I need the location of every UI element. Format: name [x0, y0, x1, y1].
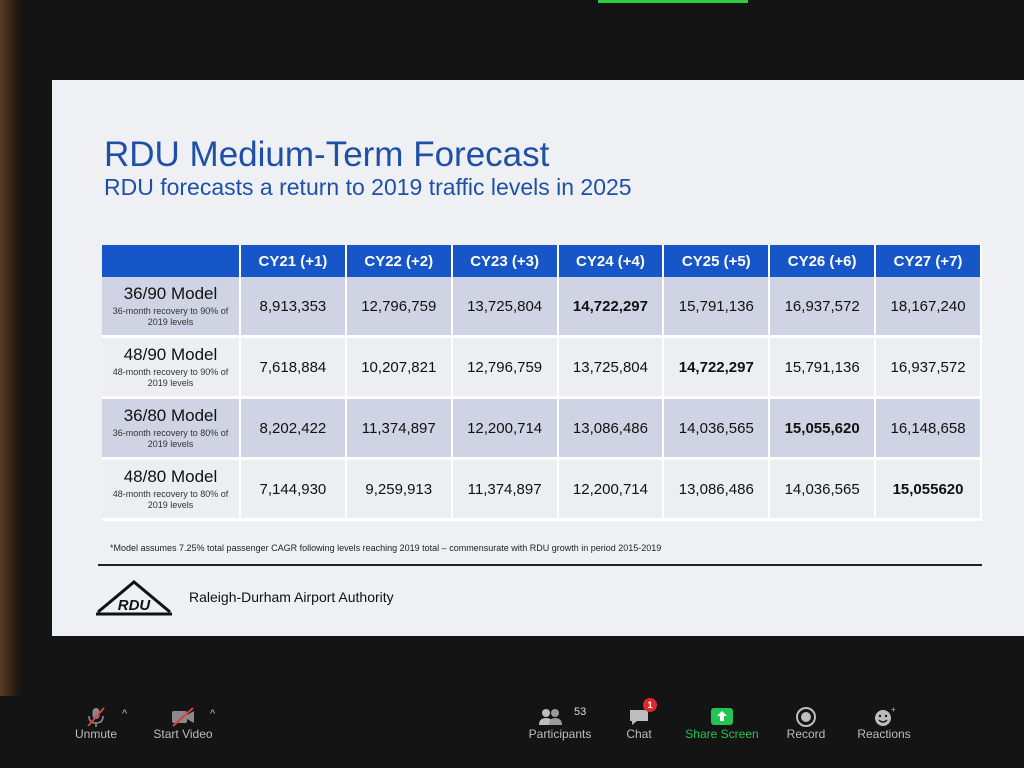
forecast-value-cell: 12,796,759 — [345, 277, 453, 338]
forecast-value-cell: 13,086,486 — [557, 397, 665, 460]
forecast-value-cell: 15,791,136 — [769, 336, 877, 399]
table-row: 48/80 Model 48-month recovery to 80% of 2… — [102, 458, 982, 521]
forecast-value-cell: 13,086,486 — [663, 458, 771, 521]
muted-microphone-icon — [87, 707, 105, 727]
forecast-value-cell: 7,618,884 — [240, 336, 347, 399]
chat-label: Chat — [626, 727, 652, 741]
footnote: *Model assumes 7.25% total passenger CAG… — [110, 543, 662, 553]
reactions-icon: + — [875, 706, 896, 726]
column-header: CY24 (+4) — [557, 245, 665, 277]
forecast-value-cell: 14,722,297 — [557, 277, 665, 338]
share-screen-button[interactable]: Share Screen — [682, 696, 762, 756]
column-header: CY21 (+1) — [240, 245, 347, 277]
column-header: CY26 (+6) — [769, 245, 877, 277]
start-video-button[interactable]: Start Video — [148, 696, 218, 756]
forecast-value-cell: 14,036,565 — [769, 458, 877, 521]
rdu-logo: RDU — [96, 580, 172, 616]
audio-options-caret[interactable]: ^ — [122, 708, 128, 720]
meeting-toolbar: Unmute ^ Start Video ^ 53 Participants 1… — [0, 696, 1024, 768]
reactions-button[interactable]: + Reactions — [852, 696, 916, 756]
column-header: CY25 (+5) — [663, 245, 771, 277]
table-header-row: CY21 (+1) CY22 (+2) CY23 (+3) CY24 (+4) … — [102, 245, 982, 277]
svg-text:+: + — [891, 706, 896, 714]
forecast-value-cell: 14,722,297 — [663, 336, 771, 399]
share-screen-icon — [711, 708, 733, 725]
forecast-value-cell: 16,148,658 — [875, 397, 982, 460]
forecast-value-cell: 10,207,821 — [345, 336, 453, 399]
forecast-value-cell: 12,200,714 — [557, 458, 665, 521]
start-video-label: Start Video — [153, 727, 213, 741]
chat-button[interactable]: 1 Chat — [615, 696, 663, 756]
participants-icon — [539, 709, 563, 725]
forecast-value-cell: 13,725,804 — [557, 336, 665, 399]
model-name: 36/90 Model — [123, 284, 218, 303]
model-cell: 48/90 Model 48-month recovery to 90% of 2… — [102, 336, 241, 399]
forecast-value-cell: 16,937,572 — [769, 277, 877, 338]
video-options-caret[interactable]: ^ — [210, 708, 216, 720]
participants-label: Participants — [528, 727, 592, 741]
forecast-value-cell: 8,202,422 — [240, 397, 347, 460]
presentation-slide: RDU Medium-Term Forecast RDU forecasts a… — [52, 80, 1024, 636]
forecast-table: CY21 (+1) CY22 (+2) CY23 (+3) CY24 (+4) … — [102, 245, 982, 521]
forecast-value-cell: 11,374,897 — [345, 397, 453, 460]
slide-title: RDU Medium-Term Forecast — [104, 135, 550, 174]
forecast-value-cell: 12,200,714 — [451, 397, 559, 460]
forecast-value-cell: 18,167,240 — [875, 277, 982, 338]
model-name: 48/90 Model — [123, 345, 218, 364]
record-icon — [796, 707, 816, 727]
table-row: 48/90 Model 48-month recovery to 90% of 2… — [102, 336, 982, 399]
forecast-value-cell: 8,913,353 — [240, 277, 347, 338]
forecast-value-cell: 11,374,897 — [451, 458, 559, 521]
footer-divider — [98, 564, 982, 566]
record-button[interactable]: Record — [780, 696, 832, 756]
unmute-button[interactable]: Unmute — [66, 696, 126, 756]
model-cell: 36/90 Model 36-month recovery to 90% of 2… — [102, 277, 241, 338]
model-description: 36-month recovery to 90% of 2019 levels — [112, 306, 229, 327]
forecast-value-cell: 15,791,136 — [663, 277, 771, 338]
forecast-value-cell: 16,937,572 — [875, 336, 982, 399]
forecast-value-cell: 15,055620 — [875, 458, 982, 521]
table-row: 36/80 Model 36-month recovery to 80% of 2… — [102, 397, 982, 460]
forecast-value-cell: 13,725,804 — [451, 277, 559, 338]
model-name: 36/80 Model — [123, 406, 218, 425]
slide-subtitle: RDU forecasts a return to 2019 traffic l… — [104, 174, 632, 200]
logo-text: RDU — [118, 597, 152, 614]
model-cell: 36/80 Model 36-month recovery to 80% of 2… — [102, 397, 241, 460]
model-cell: 48/80 Model 48-month recovery to 80% of 2… — [102, 458, 241, 521]
model-description: 48-month recovery to 90% of 2019 levels — [112, 367, 229, 388]
share-screen-label: Share Screen — [685, 727, 759, 741]
forecast-value-cell: 9,259,913 — [345, 458, 453, 521]
forecast-value-cell: 12,796,759 — [451, 336, 559, 399]
organization-name: Raleigh-Durham Airport Authority — [189, 589, 394, 605]
forecast-value-cell: 15,055,620 — [769, 397, 877, 460]
table-row: 36/90 Model 36-month recovery to 90% of 2… — [102, 277, 982, 338]
header-corner-cell — [102, 245, 241, 277]
forecast-value-cell: 7,144,930 — [240, 458, 347, 521]
video-off-icon — [172, 707, 194, 727]
column-header: CY22 (+2) — [345, 245, 453, 277]
forecast-value-cell: 14,036,565 — [663, 397, 771, 460]
unmute-label: Unmute — [74, 727, 118, 741]
column-header: CY27 (+7) — [875, 245, 982, 277]
chat-icon — [630, 710, 648, 725]
participants-count: 53 — [574, 706, 587, 718]
camera-indicator-strip — [598, 0, 748, 3]
reactions-label: Reactions — [857, 727, 911, 741]
model-description: 36-month recovery to 80% of 2019 levels — [112, 428, 229, 449]
model-description: 48-month recovery to 80% of 2019 levels — [112, 489, 229, 510]
model-name: 48/80 Model — [123, 467, 218, 486]
record-label: Record — [786, 727, 826, 741]
desk-edge — [0, 0, 22, 768]
participants-button[interactable]: 53 Participants — [524, 696, 596, 756]
chat-unread-badge: 1 — [643, 698, 657, 712]
column-header: CY23 (+3) — [451, 245, 559, 277]
